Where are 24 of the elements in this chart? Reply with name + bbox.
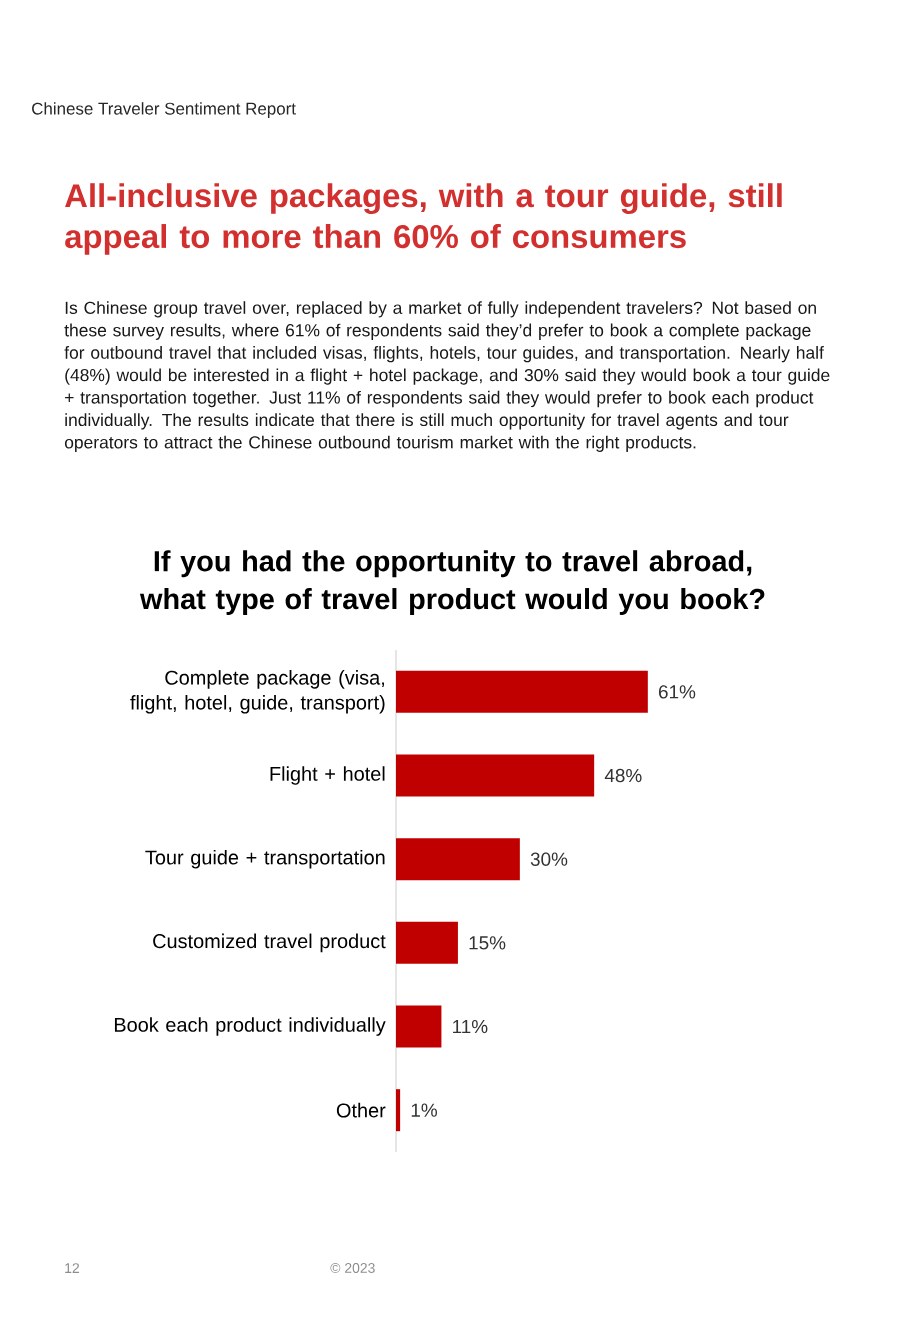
data-label: 11%	[453, 1019, 488, 1034]
data-label: 30%	[530, 852, 568, 866]
bar	[396, 838, 520, 881]
chart-subtitle: If you had the opportunity to travel abroad, what type of travel product would you book?	[139, 550, 765, 615]
y-tick-label: Book each product individually	[114, 1017, 386, 1036]
text: 12	[65, 1263, 80, 1273]
bar	[396, 670, 648, 713]
bar	[396, 754, 595, 797]
y-tick-label: Customized travel product	[153, 933, 386, 953]
bar	[396, 1089, 401, 1132]
y-tick-label: Other	[336, 1102, 386, 1118]
bar	[396, 1005, 442, 1048]
text: Chinese Traveler Sentiment Report	[32, 102, 296, 118]
chart-title: All-inclusive packages, with a tour guide, still appeal to more than 60% of consumers	[65, 183, 782, 255]
data-label: 48%	[604, 768, 642, 783]
data-label: 15%	[469, 936, 506, 950]
data-label: 61%	[658, 685, 696, 699]
y-tick-label: Complete package (visa, flight, hotel, guide, transport)	[130, 670, 385, 714]
bar	[396, 921, 458, 964]
text: Is Chinese group travel over, replaced by a market of fully independent travelers? Not based on these survey results, where 61% of respondents said they’d prefer to book a complete package for outbound travel that included visas, flights, hotels, tour guides, and transportation. Nearly half (48%) would be interested in a flight + hotel package, and 30% said they would book a tour guide + transportation together. Just 11% of respondents said they would prefer to book each product individually. The results indicate that there is still much opportunity for travel agents and tour operators to attract the Chinese outbound tourism market with the right products.	[64, 301, 830, 452]
y-tick-label: Tour guide + transportation	[145, 849, 385, 869]
text: © 2023	[330, 1263, 375, 1273]
data-label: 1%	[411, 1103, 438, 1117]
y-tick-label: Flight + hotel	[270, 766, 385, 785]
